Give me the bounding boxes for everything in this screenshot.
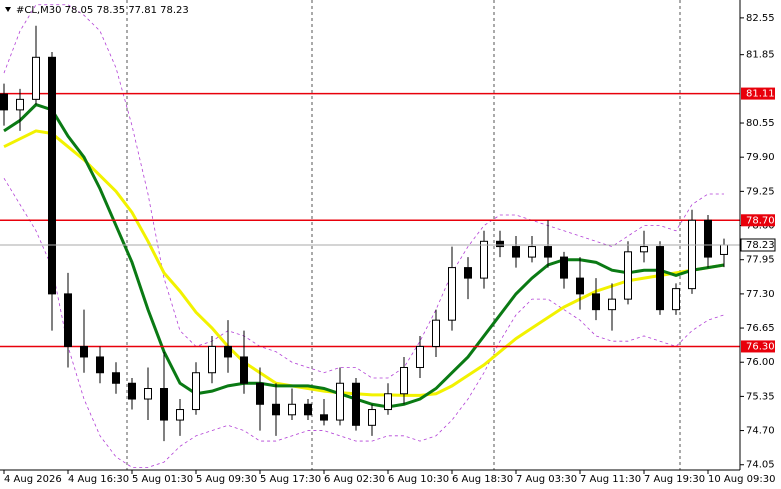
candle-body [656, 246, 664, 311]
y-tick-label: 79.90 [746, 152, 775, 163]
candle-body [160, 388, 168, 421]
x-tick-label: 5 Aug 01:30 [132, 474, 193, 485]
x-tick-label: 4 Aug 2026 [4, 474, 62, 485]
price-label-box [740, 238, 776, 252]
candle-body [464, 267, 472, 279]
candle-body [128, 382, 136, 400]
y-tick-label: 74.05 [746, 460, 775, 471]
y-tick-label: 75.35 [746, 391, 775, 402]
candle-body [0, 93, 8, 111]
candle-body [528, 246, 536, 258]
candle-body [608, 298, 616, 311]
last-close: 78.23 [160, 5, 189, 16]
y-tick-label: 80.55 [746, 118, 775, 129]
candle-body [704, 219, 712, 258]
header-icon [5, 7, 11, 12]
level-label-box [741, 87, 775, 100]
candle-body [272, 403, 280, 416]
last-low: 77.81 [128, 5, 157, 16]
y-tick-label: 77.95 [746, 255, 775, 266]
candle-body [112, 372, 120, 384]
candle-body [720, 244, 728, 255]
envelope-line [3, 178, 725, 468]
candle-body [288, 403, 296, 416]
y-tick-label: 74.70 [746, 426, 775, 437]
candle-body [176, 409, 184, 421]
candle-body [368, 409, 376, 426]
candle-body [672, 288, 680, 311]
symbol: #CL,M30 [16, 5, 61, 16]
candle-body [544, 246, 552, 258]
x-tick-label: 10 Aug 09:30 [708, 474, 775, 485]
candle-body [352, 382, 360, 426]
candle-body [496, 240, 504, 248]
candle-body [512, 246, 520, 258]
candle-body [304, 403, 312, 416]
candle-body [560, 256, 568, 279]
header: #CL,M30 78.05 78.35 77.81 78.23 [16, 5, 189, 16]
last-high: 78.35 [96, 5, 125, 16]
x-tick-label: 6 Aug 18:30 [452, 474, 513, 485]
candle-body [96, 356, 104, 374]
y-tick-label: 79.25 [746, 186, 775, 197]
candle-body [640, 246, 648, 253]
candle-body [688, 219, 696, 290]
candle-body [320, 414, 328, 421]
x-tick-label: 7 Aug 03:30 [516, 474, 577, 485]
candle-body [384, 393, 392, 411]
candle-body [240, 356, 248, 384]
level-label: 81.11 [746, 89, 775, 100]
candle-body [256, 382, 264, 405]
x-tick-label: 4 Aug 16:30 [68, 474, 129, 485]
x-tick-label: 6 Aug 10:30 [388, 474, 449, 485]
candle-body [432, 319, 440, 347]
last-open: 78.05 [65, 5, 94, 16]
moving-average [3, 102, 725, 409]
x-tick-label: 5 Aug 09:30 [196, 474, 257, 485]
candle-body [80, 345, 88, 358]
candle-body [416, 345, 424, 368]
candle-body [144, 388, 152, 400]
candle-body [192, 372, 200, 411]
y-tick-label: 76.00 [746, 357, 775, 368]
candle-body [208, 345, 216, 374]
candle-body [48, 56, 56, 295]
x-tick-label: 7 Aug 11:30 [580, 474, 641, 485]
moving-average [3, 129, 725, 397]
day-separators [126, 0, 681, 470]
level-label: 76.30 [746, 341, 775, 352]
price-label: 78.23 [746, 240, 775, 251]
x-tick-label: 6 Aug 02:30 [324, 474, 385, 485]
level-label-box [741, 214, 775, 227]
x-tick-label: 5 Aug 17:30 [260, 474, 321, 485]
x-tick-label: 7 Aug 19:30 [644, 474, 705, 485]
candle-body [224, 345, 232, 358]
candle-body [592, 293, 600, 311]
candle-body [64, 293, 72, 347]
y-tick-label: 76.65 [746, 323, 775, 334]
level-label-box [741, 340, 775, 353]
candle-body [32, 56, 40, 100]
y-tick-label: 77.30 [746, 289, 775, 300]
candle-body [624, 251, 632, 300]
candle-body [480, 240, 488, 279]
candle-body [448, 267, 456, 321]
candle-body [16, 98, 24, 111]
candle-body [400, 366, 408, 395]
y-tick-label: 81.85 [746, 50, 775, 61]
candle-body [336, 382, 344, 421]
candle-body [576, 277, 584, 295]
y-tick-label: 82.55 [746, 13, 775, 24]
level-label: 78.70 [746, 215, 775, 226]
envelope-line [3, 4, 724, 379]
plot [0, 4, 740, 468]
